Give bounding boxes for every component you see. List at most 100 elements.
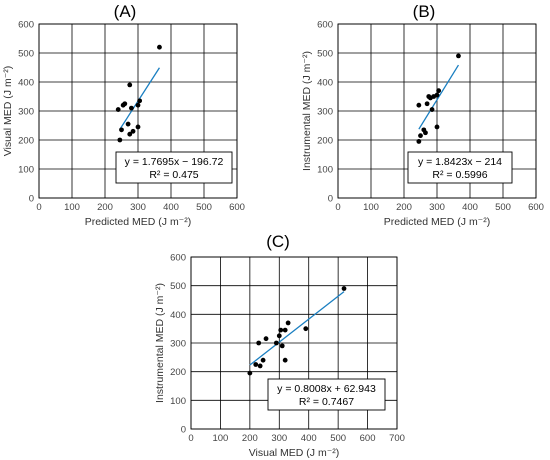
y-tick-label: 500 bbox=[170, 281, 186, 292]
data-point bbox=[117, 137, 123, 143]
x-tick-label: 100 bbox=[212, 433, 228, 444]
data-point bbox=[436, 88, 442, 94]
data-point bbox=[276, 333, 282, 339]
x-tick-label: 200 bbox=[242, 433, 258, 444]
data-point bbox=[429, 107, 435, 112]
x-tick-label: 600 bbox=[528, 202, 544, 213]
y-tick-label: 600 bbox=[170, 253, 186, 264]
data-point bbox=[434, 92, 440, 98]
x-tick-label: 500 bbox=[495, 202, 511, 213]
y-tick-label: 600 bbox=[317, 20, 333, 31]
data-point bbox=[341, 286, 347, 291]
data-point bbox=[456, 53, 461, 59]
x-tick-label: 400 bbox=[301, 433, 317, 444]
data-point bbox=[247, 370, 253, 376]
x-axis-label: Visual MED (J m⁻²) bbox=[249, 447, 340, 459]
y-tick-label: 300 bbox=[170, 339, 186, 350]
equation-box bbox=[267, 378, 386, 411]
plot-frame bbox=[38, 23, 238, 199]
plot-frame bbox=[190, 256, 398, 430]
y-tick-label: 0 bbox=[29, 194, 34, 205]
regression-equation: y = 1.7695x − 196.72 bbox=[125, 156, 224, 168]
x-axis-label: Predicted MED (J m⁻²) bbox=[85, 216, 191, 228]
data-point bbox=[278, 327, 284, 333]
data-point bbox=[115, 107, 121, 112]
data-point bbox=[157, 44, 162, 50]
panel-label: (B) bbox=[413, 2, 436, 21]
r-squared-label: R² = 0.7467 bbox=[299, 396, 354, 408]
x-tick-label: 600 bbox=[360, 433, 376, 444]
data-point bbox=[257, 363, 263, 369]
x-tick-label: 0 bbox=[36, 202, 41, 213]
y-axis-label: Instrumental MED (J m⁻²) bbox=[301, 51, 313, 171]
data-point bbox=[273, 340, 279, 346]
data-point bbox=[127, 131, 133, 137]
data-point bbox=[135, 124, 141, 130]
y-tick-label: 100 bbox=[317, 165, 333, 176]
y-tick-label: 0 bbox=[328, 194, 333, 205]
x-tick-label: 0 bbox=[335, 202, 340, 213]
data-point bbox=[256, 340, 262, 346]
y-tick-label: 200 bbox=[170, 367, 186, 378]
r-squared-label: R² = 0.5996 bbox=[432, 169, 487, 181]
data-point bbox=[416, 102, 422, 108]
r-squared-label: R² = 0.475 bbox=[149, 169, 198, 181]
x-tick-label: 500 bbox=[330, 433, 346, 444]
x-tick-label: 300 bbox=[429, 202, 445, 213]
x-axis-label: Predicted MED (J m⁻²) bbox=[384, 216, 490, 228]
data-point bbox=[125, 121, 131, 127]
data-point bbox=[416, 139, 422, 144]
data-point bbox=[282, 327, 288, 333]
data-point bbox=[285, 320, 291, 326]
x-tick-label: 300 bbox=[130, 202, 146, 213]
y-tick-label: 300 bbox=[317, 107, 333, 118]
y-axis-label: Visual MED (J m⁻²) bbox=[2, 66, 14, 157]
y-tick-label: 500 bbox=[317, 49, 333, 60]
data-point bbox=[253, 362, 259, 367]
y-tick-label: 500 bbox=[18, 49, 34, 60]
data-point bbox=[130, 128, 136, 134]
plot-frame bbox=[337, 23, 537, 199]
trendline bbox=[249, 291, 345, 366]
data-point bbox=[119, 127, 124, 133]
y-tick-label: 100 bbox=[18, 165, 34, 176]
x-tick-label: 100 bbox=[64, 202, 80, 213]
data-point bbox=[122, 101, 128, 107]
data-point bbox=[303, 326, 309, 332]
y-axis-label: Instrumental MED (J m⁻²) bbox=[154, 283, 166, 403]
equation-box bbox=[407, 151, 513, 184]
regression-equation: y = 1.8423x − 214 bbox=[418, 156, 502, 168]
data-point bbox=[260, 357, 266, 363]
x-tick-label: 200 bbox=[97, 202, 113, 213]
data-point bbox=[135, 102, 141, 108]
data-point bbox=[423, 130, 428, 136]
x-tick-label: 700 bbox=[389, 433, 405, 444]
data-point bbox=[418, 133, 423, 139]
data-point bbox=[137, 98, 143, 104]
data-point bbox=[127, 82, 133, 88]
x-tick-label: 500 bbox=[196, 202, 212, 213]
x-tick-label: 400 bbox=[163, 202, 179, 213]
data-point bbox=[263, 336, 269, 342]
trendline bbox=[418, 64, 460, 130]
data-point bbox=[424, 101, 430, 107]
x-tick-label: 300 bbox=[271, 433, 287, 444]
regression-equation: y = 0.8008x + 62.943 bbox=[277, 383, 376, 395]
y-tick-label: 200 bbox=[317, 136, 333, 147]
panel-label: (C) bbox=[266, 232, 290, 251]
y-tick-label: 600 bbox=[18, 20, 34, 31]
equation-box bbox=[115, 151, 233, 184]
x-tick-label: 100 bbox=[363, 202, 379, 213]
data-point bbox=[279, 343, 285, 349]
data-point bbox=[129, 105, 134, 111]
y-tick-label: 300 bbox=[18, 107, 34, 118]
y-tick-label: 400 bbox=[317, 78, 333, 89]
panel-label: (A) bbox=[114, 2, 137, 21]
data-point bbox=[434, 124, 440, 130]
y-tick-label: 0 bbox=[181, 425, 186, 436]
x-tick-label: 200 bbox=[396, 202, 412, 213]
y-tick-label: 200 bbox=[18, 136, 34, 147]
y-tick-label: 400 bbox=[170, 310, 186, 321]
x-tick-label: 400 bbox=[462, 202, 478, 213]
